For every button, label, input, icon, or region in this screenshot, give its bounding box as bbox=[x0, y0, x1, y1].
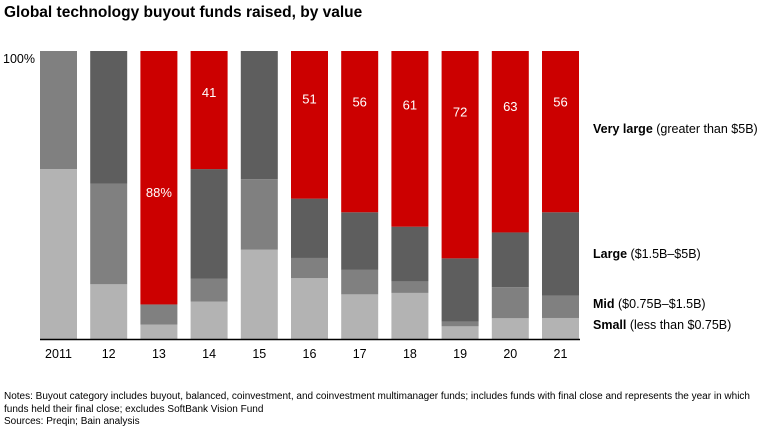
x-tick-label: 2011 bbox=[45, 347, 72, 361]
data-label: 41 bbox=[202, 85, 216, 100]
bar-segment-very-large bbox=[391, 51, 429, 227]
bar-segment-small bbox=[291, 278, 328, 339]
notes-text: Notes: Buyout category includes buyout, … bbox=[4, 391, 750, 415]
bar-segment-mid bbox=[40, 51, 77, 170]
data-label: 72 bbox=[453, 105, 467, 120]
data-label: 56 bbox=[553, 94, 567, 109]
bar-segment-mid bbox=[391, 281, 429, 293]
legend-label: Small bbox=[593, 318, 627, 332]
bar-segment-very-large bbox=[190, 51, 228, 170]
bar-segment-small bbox=[90, 284, 128, 339]
bar-segment-mid bbox=[190, 278, 228, 302]
x-tick-label: 15 bbox=[252, 347, 266, 361]
chart-title: Global technology buyout funds raised, b… bbox=[4, 4, 363, 21]
bar-segment-mid bbox=[90, 183, 128, 285]
x-tick-label: 21 bbox=[554, 347, 568, 361]
bar-segment-very-large bbox=[341, 51, 379, 213]
bar-segment-small bbox=[140, 324, 178, 339]
bar-segment-mid bbox=[240, 179, 278, 250]
x-tick-label: 13 bbox=[152, 347, 166, 361]
footnotes: Notes: Buyout category includes buyout, … bbox=[4, 391, 764, 429]
bar-segment-large bbox=[341, 212, 379, 270]
bar-segment-large bbox=[240, 51, 278, 180]
bar-segment-small bbox=[40, 169, 77, 339]
x-tick-label: 14 bbox=[202, 347, 216, 361]
bar-segment-small bbox=[341, 294, 379, 339]
legend-small: Small (less than $0.75B) bbox=[593, 318, 731, 332]
x-tick-label: 19 bbox=[453, 347, 467, 361]
bar-segment-mid bbox=[291, 257, 328, 279]
legend-large: Large ($1.5B–$5B) bbox=[593, 247, 701, 261]
data-label: 56 bbox=[352, 94, 366, 109]
bar-segment-large bbox=[391, 226, 429, 282]
bar-segment-small bbox=[441, 326, 479, 339]
legend-label: Large bbox=[593, 247, 628, 261]
bar-segment-mid bbox=[140, 304, 178, 325]
data-label: 61 bbox=[403, 98, 417, 113]
bar-segment-mid bbox=[341, 269, 379, 295]
bar-segment-very-large bbox=[491, 51, 529, 233]
legend-label: Mid bbox=[593, 297, 615, 311]
legend-desc: (greater than $5B) bbox=[656, 122, 758, 136]
sources-text: Sources: Preqin; Bain analysis bbox=[4, 416, 140, 427]
bar-segment-small bbox=[391, 292, 429, 339]
x-tick-label: 20 bbox=[503, 347, 517, 361]
bar-segment-large bbox=[491, 232, 529, 288]
bar-segment-small bbox=[491, 318, 529, 339]
bar-segment-small bbox=[542, 317, 579, 339]
bar-segment-large bbox=[291, 198, 328, 258]
legend-label: Very large bbox=[593, 122, 653, 136]
x-tick-label: 12 bbox=[102, 347, 116, 361]
bar-segment-small bbox=[240, 249, 278, 339]
bar-segment-large bbox=[441, 258, 479, 322]
bar-segment-large bbox=[90, 51, 128, 184]
bar-segment-small bbox=[190, 301, 228, 339]
legend-desc: ($0.75B–$1.5B) bbox=[618, 297, 706, 311]
bar-segment-mid bbox=[441, 321, 479, 327]
legend-very-large: Very large (greater than $5B) bbox=[593, 122, 758, 136]
x-tick-label: 17 bbox=[353, 347, 367, 361]
bar-segment-very-large bbox=[140, 51, 178, 305]
y-tick-label: 100% bbox=[3, 52, 35, 66]
bar-segment-large bbox=[542, 212, 579, 296]
bar-segment-mid bbox=[491, 287, 529, 319]
bar-segment-large bbox=[190, 169, 228, 279]
bar-segment-very-large bbox=[291, 51, 328, 199]
x-tick-label: 16 bbox=[303, 347, 317, 361]
bar-segment-mid bbox=[542, 295, 579, 318]
legend-desc: (less than $0.75B) bbox=[629, 318, 732, 332]
bar-segment-very-large bbox=[441, 51, 479, 259]
legend-mid: Mid ($0.75B–$1.5B) bbox=[593, 297, 706, 311]
legend-desc: ($1.5B–$5B) bbox=[630, 247, 701, 261]
data-label: 51 bbox=[302, 91, 316, 106]
x-tick-label: 18 bbox=[403, 347, 417, 361]
data-label: 88% bbox=[146, 185, 172, 200]
bar-segment-very-large bbox=[542, 51, 579, 213]
data-label: 63 bbox=[503, 99, 517, 114]
